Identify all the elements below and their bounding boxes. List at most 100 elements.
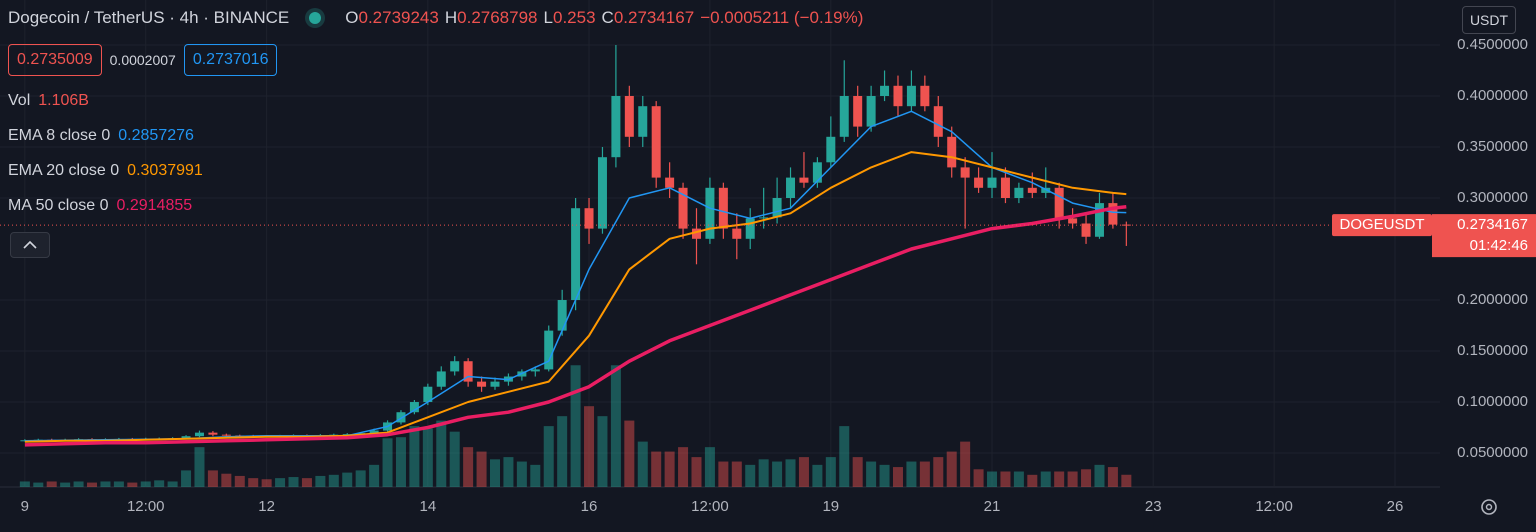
- volume-bar: [422, 428, 433, 487]
- volume-bar: [758, 459, 769, 487]
- candle-body: [933, 106, 943, 137]
- volume-bar: [60, 482, 71, 487]
- volume-bar: [785, 459, 796, 487]
- volume-bar: [745, 464, 756, 487]
- indicator-line: [24, 204, 1127, 447]
- y-tick-label: 0.1500000: [1457, 342, 1528, 359]
- candle-body: [490, 381, 500, 387]
- candle-body: [342, 434, 352, 436]
- legend-ema20: EMA 20 close 0 0.3037991: [8, 162, 203, 179]
- candle-body: [1000, 177, 1010, 199]
- volume-bar: [1054, 471, 1065, 487]
- candle-body: [624, 95, 634, 137]
- volume-bar: [678, 447, 689, 487]
- candle-body: [450, 361, 460, 372]
- candle-body: [396, 412, 406, 423]
- candle-body: [584, 208, 594, 229]
- ohlc-h: H0.2768798: [444, 8, 538, 27]
- volume-bar: [798, 457, 809, 487]
- volume-bar: [1013, 471, 1024, 487]
- candle-body: [920, 85, 930, 107]
- countdown-label: 01:42:46: [1470, 237, 1528, 254]
- volume-bar: [651, 451, 662, 487]
- volume-bar: [73, 481, 84, 487]
- y-tick-label: 0.1000000: [1457, 393, 1528, 410]
- volume-bar: [530, 464, 541, 487]
- candle-body: [1014, 187, 1024, 199]
- y-tick-label: 0.3000000: [1457, 189, 1528, 206]
- volume-bar: [369, 464, 380, 487]
- y-tick-label: 0.0500000: [1457, 444, 1528, 461]
- volume-bar: [87, 482, 98, 487]
- volume-bar: [194, 447, 205, 487]
- volume-bar: [664, 451, 675, 487]
- volume-bar: [906, 461, 917, 487]
- volume-bar: [355, 470, 366, 487]
- volume-bar: [1094, 464, 1105, 487]
- volume-bar: [704, 447, 715, 487]
- volume-bar: [516, 461, 527, 487]
- volume-bar: [234, 475, 245, 487]
- collapse-legend[interactable]: [10, 232, 50, 258]
- y-tick-label: 0.2000000: [1457, 291, 1528, 308]
- candle-body: [557, 300, 567, 331]
- volume-bar: [154, 480, 165, 487]
- candle-body: [1054, 187, 1064, 219]
- volume-bar: [987, 471, 998, 487]
- currency-button[interactable]: USDT: [1462, 6, 1516, 34]
- candle-body: [571, 208, 581, 301]
- x-tick-label: 12:00: [1255, 498, 1293, 515]
- sell-price[interactable]: 0.2735009: [8, 44, 102, 76]
- volume-bar: [33, 482, 44, 487]
- header: Dogecoin / TetherUS · 4h · BINANCE O0.27…: [8, 8, 863, 28]
- volume-bar: [436, 420, 447, 487]
- y-tick-label: 0.4000000: [1457, 87, 1528, 104]
- candle-body: [665, 177, 675, 188]
- candle-body: [1041, 187, 1051, 193]
- candle-body: [1027, 187, 1037, 193]
- candle-body: [1121, 224, 1131, 226]
- volume-bar: [1027, 474, 1038, 487]
- candle-body: [826, 136, 836, 163]
- volume-bar: [167, 481, 178, 487]
- price-tag: [1432, 214, 1536, 258]
- candle-body: [409, 402, 419, 413]
- candle-body: [20, 440, 30, 442]
- volume-bar: [839, 426, 850, 487]
- candle-body: [987, 177, 997, 188]
- candle-body: [947, 136, 957, 168]
- volume-bar: [1000, 471, 1011, 487]
- volume-bar: [503, 457, 514, 487]
- candle-body: [1081, 223, 1091, 237]
- volume-bar: [1067, 471, 1078, 487]
- volume-bar: [597, 416, 608, 487]
- symbol-tag: [1332, 214, 1432, 237]
- buy-price[interactable]: 0.2737016: [183, 44, 278, 76]
- volume-bar: [543, 426, 554, 487]
- volume-bar: [1081, 469, 1092, 487]
- candle-body: [893, 85, 903, 107]
- volume-bar: [691, 457, 702, 487]
- ohlc-l: L0.253: [543, 8, 596, 27]
- x-tick-label: 19: [822, 498, 839, 515]
- volume-bar: [1121, 474, 1132, 487]
- volume-bar: [584, 406, 595, 487]
- volume-bar: [570, 365, 581, 487]
- candle-body: [436, 371, 446, 387]
- volume-bar: [207, 470, 218, 487]
- volume-bar: [288, 477, 299, 487]
- volume-bar: [933, 457, 944, 487]
- x-tick-label: 12:00: [691, 498, 729, 515]
- y-tick-label: 0.4500000: [1457, 36, 1528, 53]
- volume-bar: [221, 473, 232, 487]
- candle-body: [651, 106, 661, 178]
- candle-body: [477, 381, 487, 387]
- last-price-label: 0.2734167: [1457, 216, 1528, 233]
- settings-gear[interactable]: [1481, 499, 1497, 515]
- candle-body: [880, 85, 890, 96]
- candle-body: [759, 217, 769, 219]
- volume-bar: [382, 438, 393, 487]
- volume-bar: [879, 464, 890, 487]
- volume-legend: Vol 1.106B: [8, 92, 89, 109]
